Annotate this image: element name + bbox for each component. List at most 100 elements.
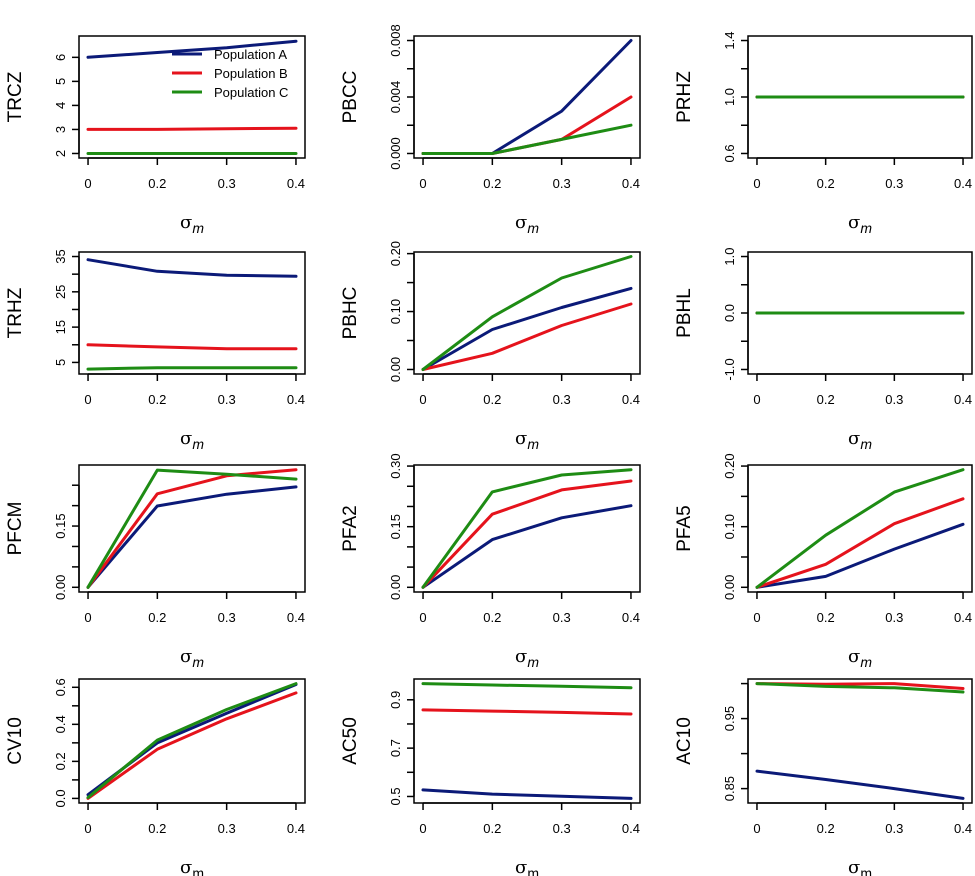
x-tick-label: 0.2 — [483, 610, 501, 625]
series-line-population-c — [755, 682, 965, 694]
series-line-population-a — [86, 683, 298, 797]
series-line-population-a — [421, 788, 633, 800]
x-label-sigma: σ — [848, 428, 860, 449]
x-tick-label: 0 — [84, 176, 91, 191]
y-tick-label: 0.00 — [722, 575, 737, 600]
panel-pfcm: 0.00 0.15 0 0.2 0.3 0.4 PFCM σm — [5, 464, 306, 670]
x-tick-label: 0.2 — [483, 176, 501, 191]
series-line-population-a — [86, 39, 298, 59]
series-line-population-c — [421, 123, 633, 155]
x-label-subscript: m — [527, 436, 539, 452]
x-tick-label: 0.3 — [553, 392, 571, 407]
x-tick-label: 0 — [753, 392, 760, 407]
x-label-sigma: σ — [515, 646, 527, 667]
legend-label: Population B — [214, 66, 288, 81]
plot-frame — [78, 251, 306, 375]
y-tick-label: 0.95 — [722, 706, 737, 731]
y-tick-label: 35 — [53, 249, 68, 263]
x-label-subscript: m — [192, 436, 204, 452]
x-axis-label: σm — [515, 428, 539, 452]
x-tick-label: 0 — [84, 392, 91, 407]
x-tick-label: 0.3 — [218, 392, 236, 407]
series-line-population-a — [86, 485, 298, 589]
x-tick-label: 0.2 — [483, 392, 501, 407]
y-axis-label: PBHL — [674, 288, 695, 338]
panel-ac10: 0.85 0.95 0 0.2 0.3 0.4 AC10 σm — [674, 678, 973, 876]
y-tick-label: 0.00 — [388, 575, 403, 600]
panel-trhz: 5 15 25 35 0 0.2 0.3 0.4 TRHZ σm — [5, 249, 306, 452]
x-tick-label: 0 — [753, 610, 760, 625]
series-line-population-c — [421, 468, 633, 589]
series-line-population-a — [421, 504, 633, 589]
x-label-sigma: σ — [515, 212, 527, 233]
series-line-population-b — [86, 343, 298, 351]
x-axis-label: σm — [848, 857, 872, 876]
x-label-subscript: m — [527, 220, 539, 236]
x-tick-label: 0.4 — [287, 176, 305, 191]
legend-label: Population C — [214, 85, 288, 100]
y-tick-label: 0.004 — [388, 81, 403, 114]
y-axis-label: AC50 — [340, 717, 361, 765]
series-line-population-b — [86, 468, 298, 589]
x-label-sigma: σ — [180, 646, 192, 667]
x-tick-label: 0 — [753, 821, 760, 836]
y-tick-label: 0.15 — [53, 513, 68, 538]
y-axis-label: TRHZ — [5, 287, 26, 338]
y-axis-label: PRHZ — [674, 71, 695, 123]
x-tick-label: 0.2 — [148, 176, 166, 191]
x-label-subscript: m — [192, 220, 204, 236]
y-axis-label: TRCZ — [5, 71, 26, 122]
y-tick-label: 0.30 — [388, 453, 403, 478]
y-tick-label: 5 — [53, 359, 68, 366]
x-axis-label: σm — [515, 857, 539, 876]
y-tick-label: 0.10 — [722, 514, 737, 539]
x-tick-label: 0 — [419, 610, 426, 625]
x-tick-label: 0.4 — [954, 392, 972, 407]
x-tick-label: 0 — [419, 392, 426, 407]
x-axis-label: σm — [180, 428, 204, 452]
x-label-subscript: m — [192, 865, 204, 876]
y-tick-label: 0.5 — [388, 787, 403, 805]
series-line-population-c — [755, 468, 965, 589]
series-line-population-a — [86, 258, 298, 278]
x-label-sigma: σ — [180, 857, 192, 876]
x-tick-label: 0.4 — [954, 610, 972, 625]
x-label-sigma: σ — [515, 428, 527, 449]
y-tick-label: 6 — [53, 54, 68, 61]
x-label-sigma: σ — [848, 212, 860, 233]
y-tick-label: 1.0 — [722, 88, 737, 106]
x-tick-label: 0.3 — [553, 610, 571, 625]
y-tick-label: 0.00 — [388, 357, 403, 382]
y-tick-label: 0.20 — [722, 453, 737, 478]
x-axis-label: σm — [848, 212, 872, 236]
x-tick-label: 0.2 — [148, 392, 166, 407]
x-tick-label: 0.2 — [817, 821, 835, 836]
x-tick-label: 0.4 — [622, 176, 640, 191]
panel-pbhc: 0.00 0.10 0.20 0 0.2 0.3 0.4 PBHC σm — [340, 241, 641, 452]
series-line-population-b — [421, 302, 633, 371]
y-tick-label: -1.0 — [722, 358, 737, 380]
x-label-subscript: m — [527, 654, 539, 670]
x-axis-label: σm — [515, 212, 539, 236]
y-tick-label: 3 — [53, 126, 68, 133]
y-tick-label: 0.15 — [388, 514, 403, 539]
x-tick-label: 0.4 — [622, 821, 640, 836]
y-tick-label: 15 — [53, 320, 68, 334]
x-axis-label: σm — [848, 646, 872, 670]
y-tick-label: 0.6 — [722, 144, 737, 162]
x-tick-label: 0 — [419, 176, 426, 191]
y-tick-label: 25 — [53, 285, 68, 299]
series-line-population-c — [86, 468, 298, 589]
y-tick-label: 0.0 — [53, 789, 68, 807]
x-tick-label: 0 — [84, 821, 91, 836]
x-tick-label: 0.3 — [885, 392, 903, 407]
y-tick-label: 0.008 — [388, 24, 403, 57]
y-axis-label: PFA5 — [674, 505, 695, 551]
x-tick-label: 0.4 — [287, 610, 305, 625]
plot-frame — [413, 35, 641, 159]
y-tick-label: 1.4 — [722, 31, 737, 49]
x-axis-label: σm — [180, 212, 204, 236]
x-tick-label: 0 — [753, 176, 760, 191]
y-tick-label: 4 — [53, 102, 68, 109]
x-axis-label: σm — [515, 646, 539, 670]
